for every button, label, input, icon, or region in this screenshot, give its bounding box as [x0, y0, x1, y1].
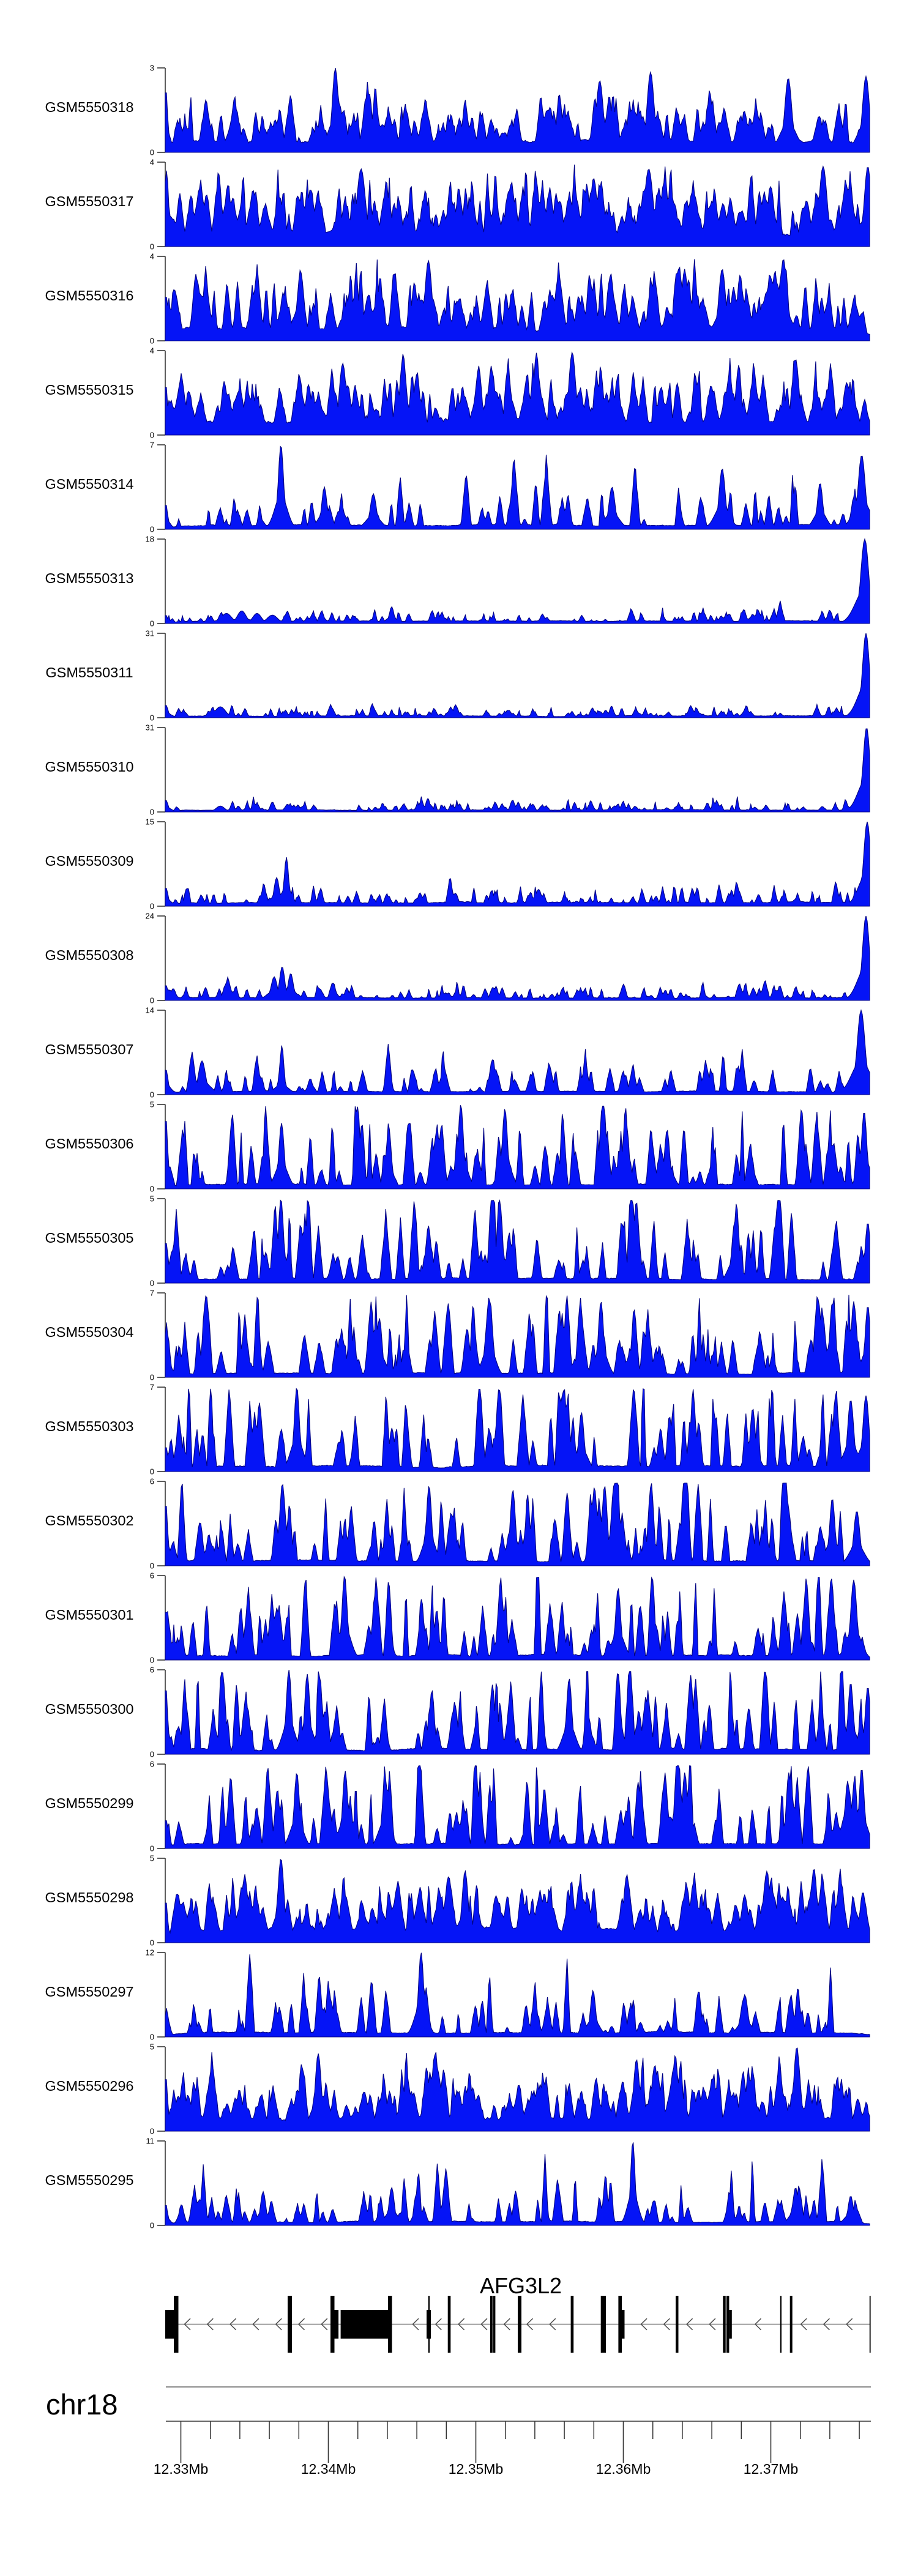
svg-text:GSM5550317: GSM5550317 [45, 193, 133, 209]
svg-text:0: 0 [150, 808, 154, 817]
svg-text:12: 12 [146, 1948, 154, 1957]
svg-text:AFG3L2: AFG3L2 [480, 2273, 562, 2298]
svg-text:GSM5550300: GSM5550300 [45, 1701, 133, 1717]
svg-text:GSM5550306: GSM5550306 [45, 1136, 133, 1152]
svg-text:0: 0 [150, 1938, 154, 1948]
svg-text:GSM5550314: GSM5550314 [45, 476, 133, 492]
svg-text:31: 31 [146, 629, 154, 638]
svg-text:GSM5550298: GSM5550298 [45, 1889, 133, 1905]
svg-text:GSM5550299: GSM5550299 [45, 1795, 133, 1811]
svg-text:chr18: chr18 [46, 2388, 118, 2421]
svg-text:5: 5 [150, 1854, 154, 1863]
svg-text:GSM5550310: GSM5550310 [45, 759, 133, 775]
svg-text:GSM5550302: GSM5550302 [45, 1513, 133, 1528]
svg-text:0: 0 [150, 242, 154, 251]
svg-text:12.35Mb: 12.35Mb [449, 2461, 504, 2477]
svg-text:0: 0 [150, 148, 154, 157]
svg-text:0: 0 [150, 1844, 154, 1853]
svg-text:5: 5 [150, 1194, 154, 1204]
svg-text:GSM5550315: GSM5550315 [45, 382, 133, 398]
svg-text:GSM5550318: GSM5550318 [45, 99, 133, 115]
svg-text:6: 6 [150, 1477, 154, 1486]
svg-text:7: 7 [150, 1289, 154, 1298]
svg-text:GSM5550301: GSM5550301 [45, 1607, 133, 1623]
svg-text:6: 6 [150, 1760, 154, 1769]
svg-text:24: 24 [146, 912, 154, 921]
svg-text:12.34Mb: 12.34Mb [301, 2461, 356, 2477]
svg-text:4: 4 [150, 158, 154, 167]
svg-text:18: 18 [146, 535, 154, 544]
svg-text:0: 0 [150, 1185, 154, 1194]
svg-text:6: 6 [150, 1571, 154, 1580]
svg-text:GSM5550316: GSM5550316 [45, 288, 133, 303]
svg-text:11: 11 [146, 2137, 155, 2146]
svg-text:4: 4 [150, 252, 154, 261]
svg-text:GSM5550295: GSM5550295 [45, 2172, 133, 2188]
svg-text:6: 6 [150, 1666, 154, 1675]
svg-text:0: 0 [150, 2033, 154, 2042]
svg-text:GSM5550305: GSM5550305 [45, 1230, 133, 1246]
svg-text:0: 0 [150, 2127, 154, 2136]
svg-text:0: 0 [150, 1279, 154, 1288]
svg-text:GSM5550309: GSM5550309 [45, 853, 133, 869]
svg-text:12.33Mb: 12.33Mb [154, 2461, 209, 2477]
svg-text:12.36Mb: 12.36Mb [596, 2461, 651, 2477]
svg-text:7: 7 [150, 441, 154, 450]
svg-text:31: 31 [146, 723, 154, 732]
svg-text:0: 0 [150, 337, 154, 346]
svg-text:0: 0 [150, 2221, 154, 2230]
svg-text:0: 0 [150, 1656, 154, 1665]
svg-text:0: 0 [150, 902, 154, 911]
svg-text:GSM5550311: GSM5550311 [45, 664, 133, 680]
svg-text:GSM5550296: GSM5550296 [45, 2078, 133, 2094]
svg-text:0: 0 [150, 525, 154, 534]
svg-text:0: 0 [150, 431, 154, 440]
svg-text:5: 5 [150, 1100, 154, 1109]
svg-text:0: 0 [150, 713, 154, 723]
svg-text:0: 0 [150, 1373, 154, 1382]
svg-text:0: 0 [150, 1467, 154, 1476]
svg-text:0: 0 [150, 996, 154, 1005]
svg-text:GSM5550308: GSM5550308 [45, 947, 133, 963]
svg-text:GSM5550304: GSM5550304 [45, 1324, 133, 1340]
svg-text:3: 3 [150, 64, 154, 73]
svg-text:4: 4 [150, 346, 154, 356]
svg-text:15: 15 [146, 817, 154, 827]
svg-text:GSM5550303: GSM5550303 [45, 1418, 133, 1434]
svg-text:0: 0 [150, 619, 154, 628]
svg-text:0: 0 [150, 1090, 154, 1100]
svg-text:5: 5 [150, 2042, 154, 2052]
svg-text:GSM5550297: GSM5550297 [45, 1984, 133, 2000]
svg-text:0: 0 [150, 1750, 154, 1759]
svg-text:12.37Mb: 12.37Mb [744, 2461, 799, 2477]
svg-text:GSM5550307: GSM5550307 [45, 1041, 133, 1057]
svg-text:14: 14 [146, 1006, 154, 1015]
svg-text:GSM5550313: GSM5550313 [45, 570, 133, 586]
svg-text:0: 0 [150, 1562, 154, 1571]
svg-text:7: 7 [150, 1383, 154, 1392]
